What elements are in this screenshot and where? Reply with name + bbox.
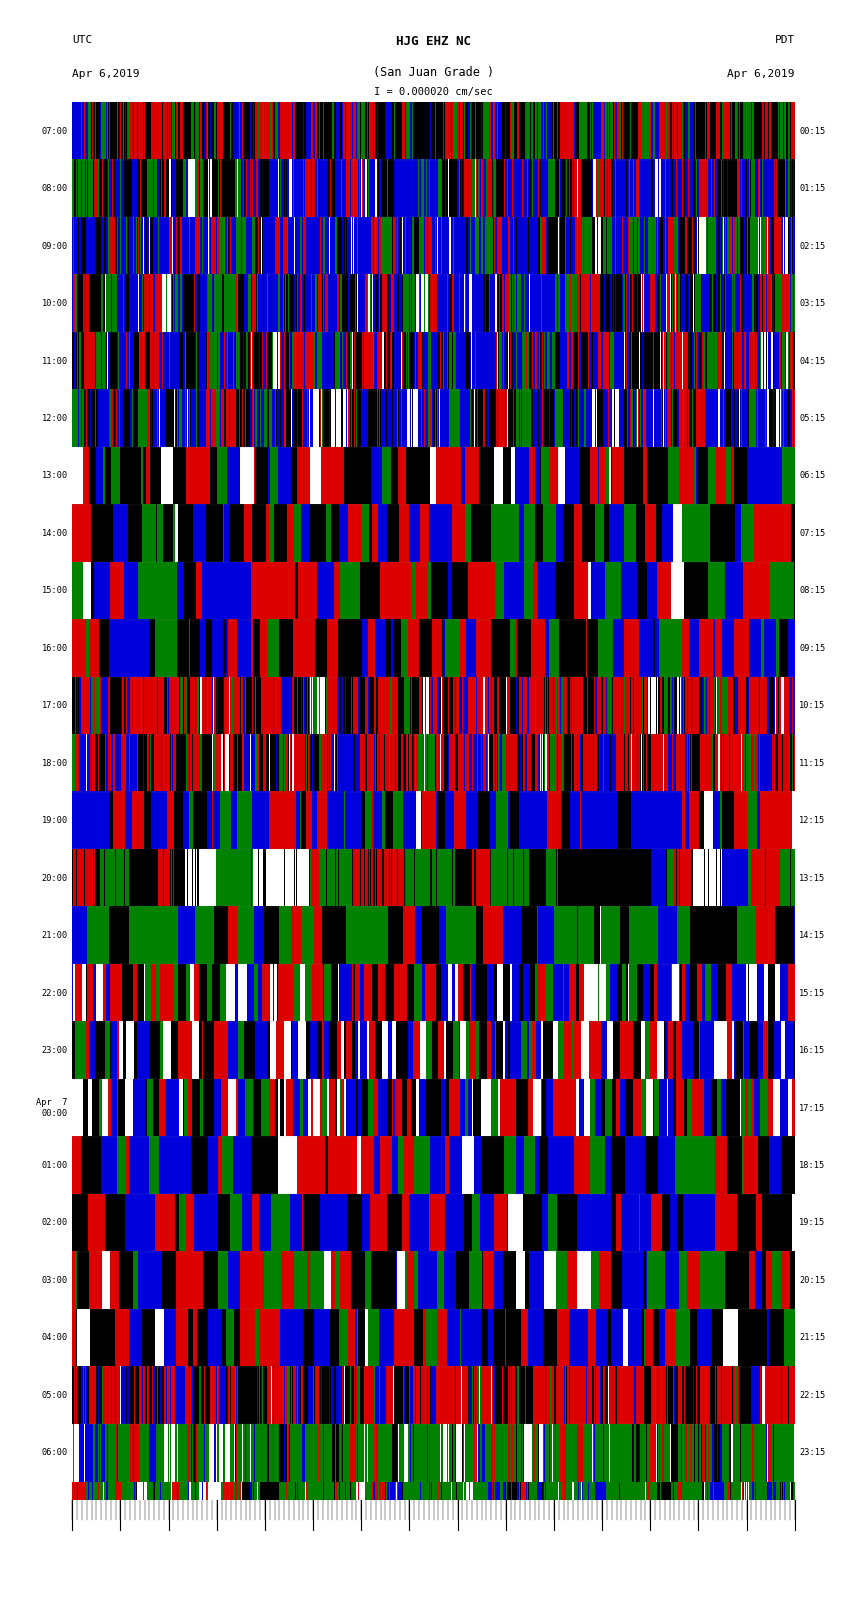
Text: 12:15: 12:15 (799, 816, 825, 826)
Text: 10:15: 10:15 (799, 702, 825, 710)
Text: 14:00: 14:00 (42, 529, 68, 537)
Text: 06:00: 06:00 (42, 1448, 68, 1457)
Text: 16:00: 16:00 (42, 644, 68, 653)
Text: 18:00: 18:00 (42, 758, 68, 768)
Text: 18:15: 18:15 (799, 1161, 825, 1169)
Text: 05:00: 05:00 (42, 1390, 68, 1400)
Text: 02:15: 02:15 (799, 242, 825, 250)
Text: Apr  7
00:00: Apr 7 00:00 (37, 1098, 68, 1118)
Text: 02:00: 02:00 (42, 1218, 68, 1227)
Text: 11:00: 11:00 (42, 356, 68, 366)
Text: 13:00: 13:00 (42, 471, 68, 481)
Text: UTC: UTC (72, 35, 93, 45)
Text: 08:15: 08:15 (799, 587, 825, 595)
Text: 16:15: 16:15 (799, 1047, 825, 1055)
Text: I = 0.000020 cm/sec: I = 0.000020 cm/sec (374, 87, 493, 97)
Text: 01:15: 01:15 (799, 184, 825, 194)
Text: HJG EHZ NC: HJG EHZ NC (396, 35, 471, 48)
Text: Apr 6,2019: Apr 6,2019 (728, 69, 795, 79)
Text: 22:00: 22:00 (42, 989, 68, 997)
Text: 23:15: 23:15 (799, 1448, 825, 1457)
Text: 05:15: 05:15 (799, 415, 825, 423)
Text: 06:15: 06:15 (799, 471, 825, 481)
Text: 23:00: 23:00 (42, 1047, 68, 1055)
Text: 21:15: 21:15 (799, 1334, 825, 1342)
Text: 03:00: 03:00 (42, 1276, 68, 1286)
Text: 00:15: 00:15 (799, 127, 825, 135)
Text: 13:15: 13:15 (799, 874, 825, 882)
Text: 04:00: 04:00 (42, 1334, 68, 1342)
Text: 20:15: 20:15 (799, 1276, 825, 1286)
Text: 17:15: 17:15 (799, 1103, 825, 1113)
Text: 19:15: 19:15 (799, 1218, 825, 1227)
Text: 21:00: 21:00 (42, 931, 68, 940)
Text: 03:15: 03:15 (799, 298, 825, 308)
Text: 10:00: 10:00 (42, 298, 68, 308)
Text: 11:15: 11:15 (799, 758, 825, 768)
Text: 22:15: 22:15 (799, 1390, 825, 1400)
Text: 15:00: 15:00 (42, 587, 68, 595)
Text: 07:15: 07:15 (799, 529, 825, 537)
Text: 15:15: 15:15 (799, 989, 825, 997)
Text: 07:00: 07:00 (42, 127, 68, 135)
Text: 20:00: 20:00 (42, 874, 68, 882)
Text: 14:15: 14:15 (799, 931, 825, 940)
Text: 17:00: 17:00 (42, 702, 68, 710)
Text: 08:00: 08:00 (42, 184, 68, 194)
Text: 01:00: 01:00 (42, 1161, 68, 1169)
Text: 19:00: 19:00 (42, 816, 68, 826)
Text: 04:15: 04:15 (799, 356, 825, 366)
Text: (San Juan Grade ): (San Juan Grade ) (373, 66, 494, 79)
Text: PDT: PDT (774, 35, 795, 45)
Text: Apr 6,2019: Apr 6,2019 (72, 69, 139, 79)
Text: 09:15: 09:15 (799, 644, 825, 653)
Text: 09:00: 09:00 (42, 242, 68, 250)
Text: 12:00: 12:00 (42, 415, 68, 423)
